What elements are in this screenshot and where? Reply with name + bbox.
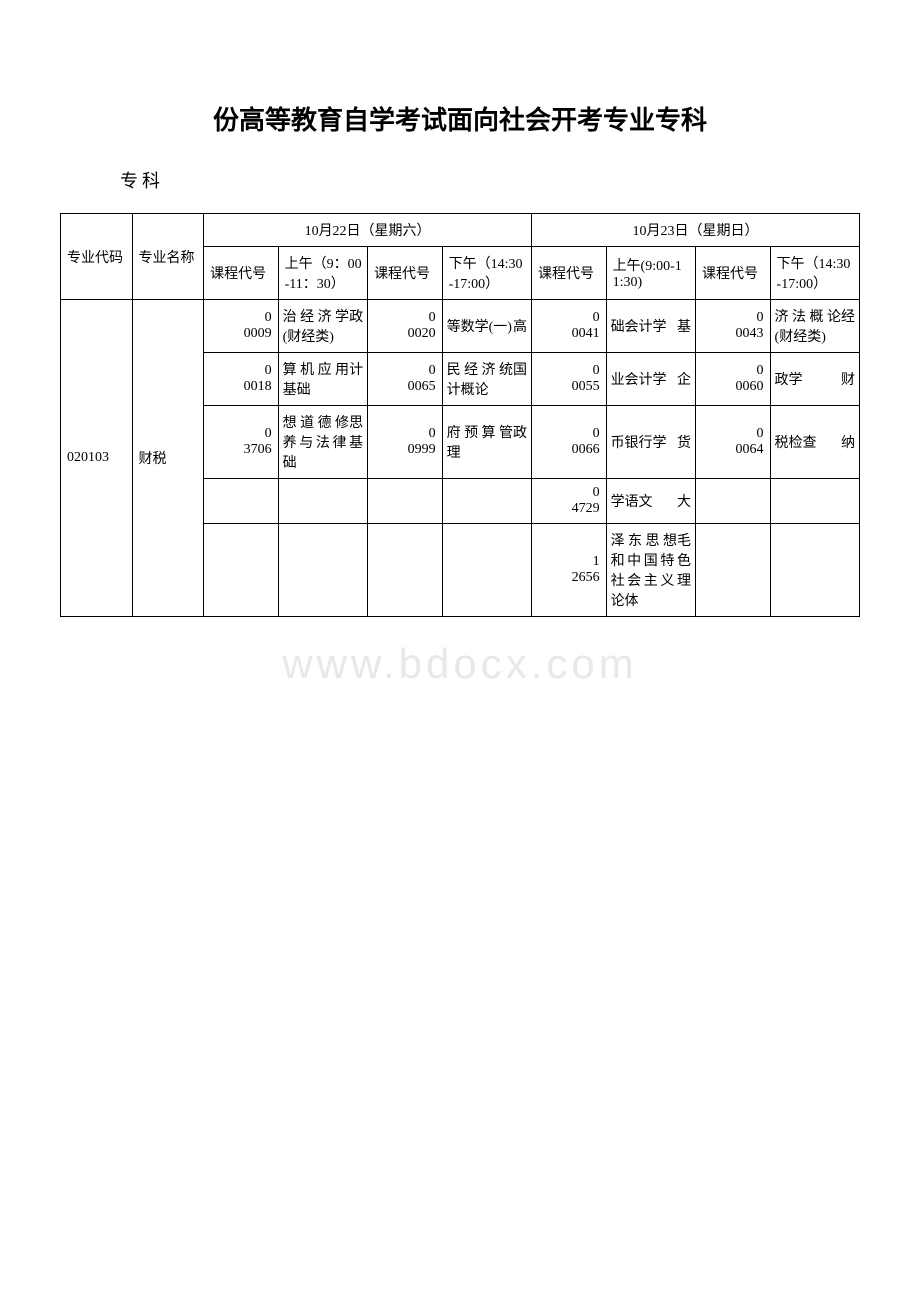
course-code: 00009 [204,300,279,353]
header-day2: 10月23日（星期日） [532,214,860,247]
table-row: 020103 财税 00009 政治经济学(财经类) 00020 高等数学(一)… [61,300,860,353]
course-code: 00066 [532,406,607,479]
header-day1: 10月22日（星期六） [204,214,532,247]
header-pm2: 下午（14:30-17:00） [770,247,859,300]
course-code: 12656 [532,524,607,617]
page-subtitle: 专科 [120,167,860,193]
header-row-1: 专业代码 专业名称 10月22日（星期六） 10月23日（星期日） [61,214,860,247]
course-name [278,479,367,524]
course-name: 高等数学(一) [442,300,531,353]
course-name: 计算机应用基础 [278,353,367,406]
course-name: 纳税检查 [770,406,859,479]
header-course-code-4: 课程代号 [696,247,771,300]
course-name: 思想道德修养与法律基础 [278,406,367,479]
course-code: 00060 [696,353,771,406]
header-course-code-1: 课程代号 [204,247,279,300]
course-code: 03706 [204,406,279,479]
course-code: 00065 [368,353,443,406]
course-name [278,524,367,617]
course-name: 基础会计学 [606,300,695,353]
header-course-code-3: 课程代号 [532,247,607,300]
course-code: 00020 [368,300,443,353]
header-pm1: 下午（14:30-17:00） [442,247,531,300]
course-code: 04729 [532,479,607,524]
header-am1: 上午（9：00-11：30） [278,247,367,300]
course-name [442,479,531,524]
course-name [442,524,531,617]
watermark: www.bdocx.com [282,640,637,688]
course-name: 政府预算管理 [442,406,531,479]
course-name: 国民经济统计概论 [442,353,531,406]
header-course-code-2: 课程代号 [368,247,443,300]
course-code [204,524,279,617]
course-code: 00018 [204,353,279,406]
course-code [368,524,443,617]
major-code-cell: 020103 [61,300,133,617]
course-code [368,479,443,524]
major-name-cell: 财税 [132,300,204,617]
course-code: 00043 [696,300,771,353]
course-name: 毛泽东思想和中国特色社会主义理论体 [606,524,695,617]
page-title: 份高等教育自学考试面向社会开考专业专科 [60,100,860,137]
course-code: 00055 [532,353,607,406]
header-major-name: 专业名称 [132,214,204,300]
course-name: 经济法概论(财经类) [770,300,859,353]
course-code: 00041 [532,300,607,353]
course-name: 政治经济学(财经类) [278,300,367,353]
course-code [696,479,771,524]
course-name [770,524,859,617]
schedule-table: 专业代码 专业名称 10月22日（星期六） 10月23日（星期日） 课程代号 上… [60,213,860,617]
course-name: 大学语文 [606,479,695,524]
course-name: 财政学 [770,353,859,406]
course-code [204,479,279,524]
course-code: 00064 [696,406,771,479]
course-code [696,524,771,617]
course-name [770,479,859,524]
course-name: 货币银行学 [606,406,695,479]
header-major-code: 专业代码 [61,214,133,300]
header-am2: 上午(9:00-11:30) [606,247,695,300]
course-name: 企业会计学 [606,353,695,406]
course-code: 00999 [368,406,443,479]
